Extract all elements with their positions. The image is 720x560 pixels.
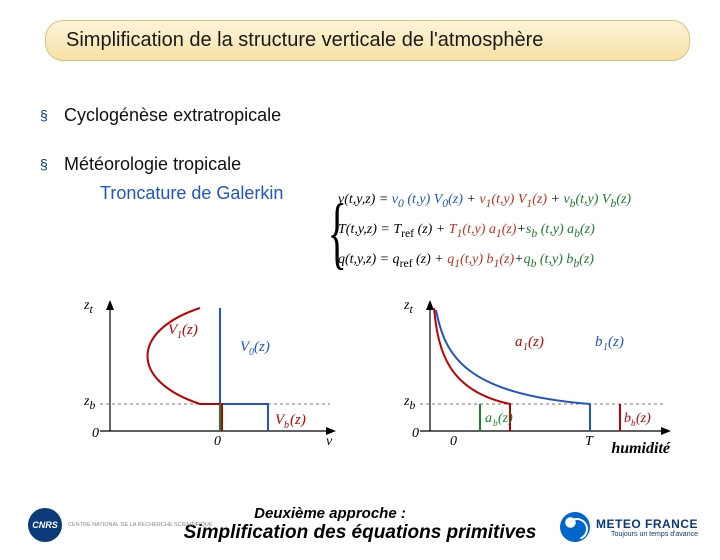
bullet-2: § Météorologie tropicale	[40, 154, 680, 175]
mf-line2: Toujours un temps d'avance	[596, 531, 698, 538]
label-x0: 0	[214, 434, 221, 450]
equation-q: q(t,y,z) = qref (z) + q1(t,y) b1(z)+qb (…	[338, 252, 594, 270]
meteofrance-logo: METEO FRANCE Toujours un temps d'avance	[560, 512, 698, 542]
label-zt-r: zt	[404, 298, 413, 316]
svg-text:(z): (z)	[290, 412, 306, 428]
diagram-left: V 1 (z) V 0 (z) V b (z) zt zb 0 0 v	[70, 296, 350, 456]
diagram-left-svg: V 1 (z) V 0 (z) V b (z)	[70, 296, 350, 451]
content-area: § Cyclogénèse extratropicale § Météorolo…	[0, 71, 720, 204]
bullet-1-text: Cyclogénèse extratropicale	[64, 105, 281, 126]
svg-text:a: a	[515, 334, 523, 350]
bullet-icon: §	[40, 154, 50, 164]
bullet-icon: §	[40, 105, 50, 115]
svg-text:b: b	[284, 420, 289, 431]
humidity-label: humidité	[611, 440, 670, 458]
bullet-1: § Cyclogénèse extratropicale	[40, 105, 680, 126]
equation-system: { v(t,y,z) = v0 (t,y) V0(z) + v1(t,y) V1…	[318, 188, 693, 278]
svg-text:a: a	[485, 411, 492, 426]
svg-text:(z): (z)	[528, 334, 544, 350]
svg-text:(z): (z)	[254, 339, 270, 355]
slide-title: Simplification de la structure verticale…	[45, 20, 690, 61]
equation-t: T(t,y,z) = Tref (z) + T1(t,y) a1(z)+sb (…	[338, 222, 595, 240]
svg-text:b: b	[624, 411, 631, 426]
svg-text:(z): (z)	[498, 411, 513, 426]
cnrs-caption: CENTRE NATIONAL DE LA RECHERCHE SCIENTIF…	[68, 522, 213, 528]
cnrs-badge-icon: CNRS	[28, 508, 62, 542]
svg-text:(z): (z)	[182, 322, 198, 338]
equation-v: v(t,y,z) = v0 (t,y) V0(z) + v1(t,y) V1(z…	[338, 192, 631, 210]
label-T: T	[585, 434, 593, 450]
label-x0-r: 0	[450, 434, 457, 450]
label-zt: zt	[84, 298, 93, 316]
svg-text:(z): (z)	[608, 334, 624, 350]
label-y0-r: 0	[412, 426, 419, 442]
label-zb-r: zb	[404, 394, 415, 412]
label-v: v	[326, 434, 332, 450]
svg-text:(z): (z)	[636, 411, 651, 426]
svg-text:b: b	[595, 334, 603, 350]
mf-line1: METEO FRANCE	[596, 517, 698, 531]
label-zb: zb	[84, 394, 95, 412]
diagrams-row: V 1 (z) V 0 (z) V b (z) zt zb 0 0 v	[70, 296, 680, 456]
label-y0: 0	[92, 426, 99, 442]
bullet-2-text: Météorologie tropicale	[64, 154, 241, 175]
diagram-right-svg: a 1 (z) b 1 (z) a b (z) b b (z)	[390, 296, 680, 451]
meteofrance-badge-icon	[560, 512, 590, 542]
cnrs-logo: CNRS CENTRE NATIONAL DE LA RECHERCHE SCI…	[28, 508, 213, 542]
diagram-right: a 1 (z) b 1 (z) a b (z) b b (z) zt zb 0 …	[390, 296, 680, 456]
